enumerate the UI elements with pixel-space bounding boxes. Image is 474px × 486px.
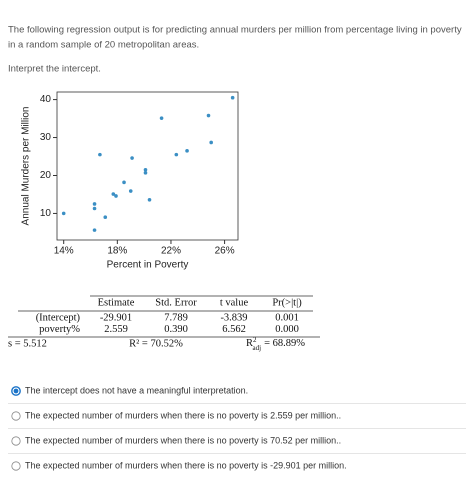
point — [130, 156, 134, 160]
y-tick-label: 30 — [40, 132, 52, 143]
x-tick-label: 14% — [54, 246, 74, 257]
point — [159, 116, 164, 120]
point — [61, 211, 66, 216]
cell: 6.562 — [222, 324, 246, 335]
point — [122, 180, 126, 185]
point — [147, 197, 152, 202]
cell: 7.789 — [164, 312, 188, 323]
r2-adj-value: = 68.89% — [264, 338, 305, 349]
point — [185, 149, 189, 153]
option-text[interactable]: The expected number of murders when ther… — [25, 460, 347, 470]
point — [92, 206, 97, 211]
radio[interactable] — [11, 436, 21, 446]
x-tick-label: 18% — [107, 246, 127, 257]
y-tick-label: 20 — [40, 170, 52, 181]
plot-frame — [56, 91, 239, 241]
cell: 0.000 — [275, 324, 299, 335]
point — [103, 215, 108, 220]
cell: -29.901 — [100, 312, 132, 323]
point — [114, 194, 118, 198]
column-header: Estimate — [98, 297, 135, 308]
point — [111, 192, 116, 196]
cell: -3.839 — [220, 312, 247, 323]
column-header: t value — [220, 297, 249, 308]
prompt-line: The following regression output is for p… — [8, 25, 462, 36]
y-tick-label: 40 — [40, 94, 52, 105]
y-axis-label: Annual Murders per Million — [21, 107, 32, 226]
column-header: Pr(>|t|) — [272, 297, 302, 308]
point — [230, 95, 235, 100]
point — [92, 202, 97, 206]
cell: 0.390 — [164, 324, 188, 335]
x-axis-label: Percent in Poverty — [107, 260, 189, 271]
radio[interactable] — [11, 461, 21, 471]
point — [98, 152, 102, 157]
option-text[interactable]: The expected number of murders when ther… — [25, 410, 341, 420]
cell: 2.559 — [104, 324, 128, 335]
point — [143, 171, 148, 175]
radio[interactable] — [11, 411, 21, 421]
task: Interpret the intercept. — [8, 64, 101, 75]
row-label: (Intercept) — [36, 312, 81, 323]
point — [128, 189, 133, 193]
column-header: Std. Error — [155, 297, 197, 308]
footer-r2: R² = 70.52% — [129, 338, 183, 349]
prompt-line: in a random sample of 20 metropolitan ar… — [8, 40, 199, 51]
r2-adj-sub: adj — [253, 344, 262, 352]
option-text[interactable]: The expected number of murders when ther… — [25, 435, 341, 445]
footer-s: s = 5.512 — [8, 338, 47, 349]
option-text[interactable]: The intercept does not have a meaningful… — [25, 385, 248, 395]
r2-adj-sym: R — [246, 338, 253, 349]
point — [209, 140, 213, 145]
radio-dot — [13, 388, 19, 394]
point — [92, 228, 97, 232]
point — [143, 167, 148, 172]
cell: 0.001 — [275, 312, 299, 323]
row-label: poverty% — [39, 324, 80, 335]
point — [174, 152, 179, 157]
x-tick-label: 26% — [215, 246, 235, 257]
y-tick-label: 10 — [40, 208, 52, 219]
point — [206, 113, 211, 118]
x-tick-label: 22% — [161, 246, 181, 257]
footer-r2-adj: R2 adj = 68.89% — [246, 336, 305, 352]
r2-adj-sup: 2 — [253, 336, 257, 344]
